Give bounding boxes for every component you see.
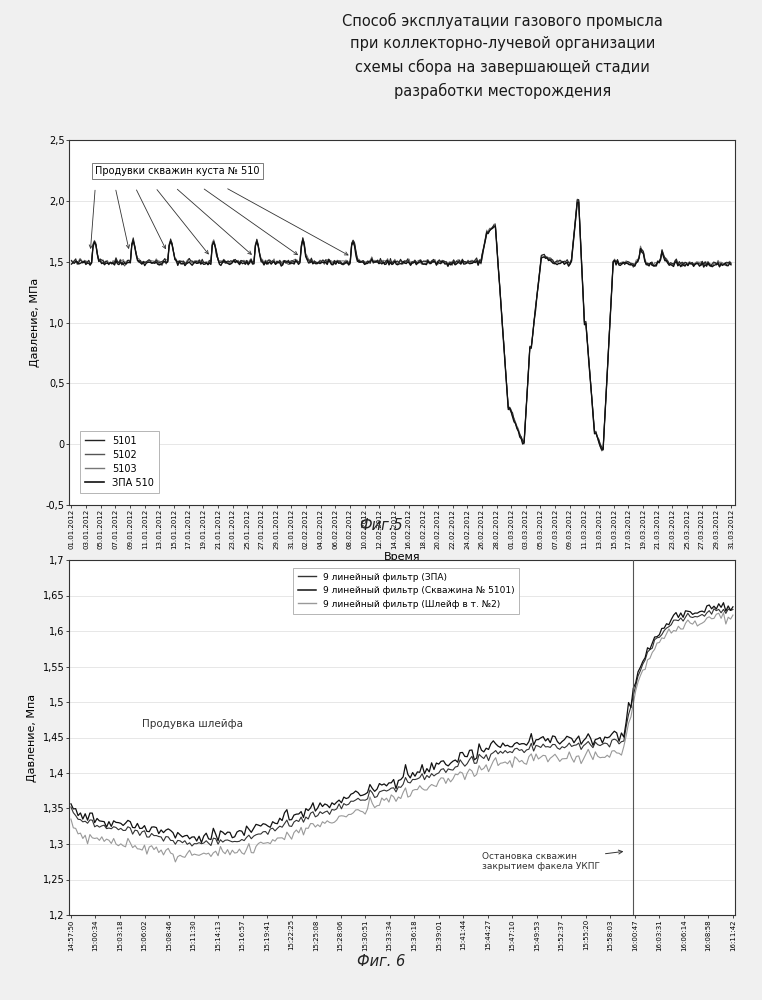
Text: Фиг.5: Фиг.5	[359, 518, 403, 534]
Legend: 9 линейный фильтр (ЗПА), 9 линейный фильтр (Скважина № 5101), 9 линейный фильтр : 9 линейный фильтр (ЗПА), 9 линейный филь…	[293, 568, 519, 614]
Legend: 5101, 5102, 5103, ЗПА 510: 5101, 5102, 5103, ЗПА 510	[80, 431, 159, 493]
Text: Продувки скважин куста № 510: Продувки скважин куста № 510	[95, 166, 260, 176]
Text: Фиг. 6: Фиг. 6	[357, 954, 405, 968]
Text: Продувка шлейфа: Продувка шлейфа	[142, 719, 243, 729]
Text: Остановка скважин
закрытием факела УКПГ: Остановка скважин закрытием факела УКПГ	[482, 850, 623, 871]
X-axis label: Время: Время	[383, 552, 421, 562]
Y-axis label: Давление, Мпа: Давление, Мпа	[27, 693, 37, 782]
Y-axis label: Давление, МПа: Давление, МПа	[30, 278, 40, 367]
Text: Способ эксплуатации газового промысла
при коллекторно-лучевой организации
схемы : Способ эксплуатации газового промысла пр…	[342, 13, 664, 99]
